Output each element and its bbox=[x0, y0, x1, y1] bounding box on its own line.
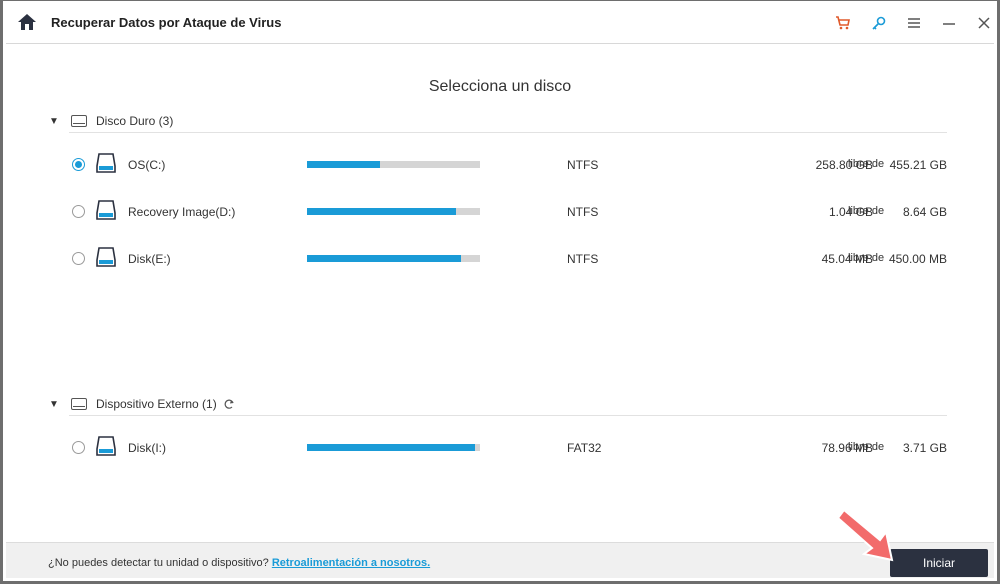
free-of-label: libre de bbox=[848, 205, 885, 217]
disk-radio[interactable] bbox=[72, 205, 85, 218]
disk-row[interactable]: OS(C:) NTFS 258.80 GB libre de 455.21 GB bbox=[69, 147, 947, 183]
disk-row[interactable]: Recovery Image(D:) NTFS 1.04 GB libre de 8.6… bbox=[69, 194, 947, 230]
refresh-icon[interactable] bbox=[223, 398, 235, 410]
total-space: 3.71 GB bbox=[902, 441, 947, 455]
free-space: 78.96 MB bbox=[821, 441, 873, 455]
free-space: 258.80 GB bbox=[815, 158, 873, 172]
usage-bar bbox=[307, 444, 480, 451]
footer-question: ¿No puedes detectar tu unidad o disposit… bbox=[48, 557, 269, 569]
hard-disk-icon bbox=[71, 398, 87, 410]
disk-row[interactable]: Disk(I:) FAT32 78.96 MB libre de 3.71 GB bbox=[69, 430, 947, 466]
free-of-label: libre de bbox=[848, 158, 885, 170]
usage-bar bbox=[307, 208, 480, 215]
menu-icon[interactable] bbox=[903, 12, 925, 34]
usage-bar-fill bbox=[307, 161, 380, 168]
total-space: 450.00 MB bbox=[888, 252, 947, 266]
total-space: 455.21 GB bbox=[889, 158, 947, 172]
free-of-label: libre de bbox=[848, 441, 885, 453]
free-space: 45.04 MB bbox=[821, 252, 873, 266]
file-system: NTFS bbox=[567, 158, 599, 172]
divider bbox=[69, 415, 947, 416]
title-bar: Recuperar Datos por Ataque de Virus bbox=[6, 2, 994, 44]
free-space: 1.04 GB bbox=[828, 205, 873, 219]
start-button[interactable]: Iniciar bbox=[890, 549, 988, 577]
minimize-icon[interactable] bbox=[938, 12, 960, 34]
drive-icon bbox=[96, 247, 116, 267]
disk-name: OS(C:) bbox=[128, 158, 166, 172]
cart-icon[interactable] bbox=[832, 12, 854, 34]
disk-radio[interactable] bbox=[72, 252, 85, 265]
app-title: Recuperar Datos por Ataque de Virus bbox=[51, 15, 282, 30]
disk-row[interactable]: Disk(E:) NTFS 45.04 MB libre de 450.00 MB bbox=[69, 241, 947, 277]
file-system: FAT32 bbox=[567, 441, 602, 455]
disk-radio[interactable] bbox=[72, 158, 85, 171]
chevron-down-icon[interactable]: ▼ bbox=[49, 398, 59, 410]
group-header-hard-disk[interactable]: ▼ Disco Duro (3) bbox=[49, 111, 173, 131]
group-header-external[interactable]: ▼ Dispositivo Externo (1) bbox=[49, 394, 235, 414]
disk-name: Recovery Image(D:) bbox=[128, 205, 236, 219]
home-icon[interactable] bbox=[16, 12, 38, 32]
usage-bar-fill bbox=[307, 255, 461, 262]
usage-bar-fill bbox=[307, 444, 475, 451]
hard-disk-icon bbox=[71, 115, 87, 127]
usage-bar-fill bbox=[307, 208, 456, 215]
footer-help: ¿No puedes detectar tu unidad o disposit… bbox=[48, 557, 430, 569]
drive-icon bbox=[96, 436, 116, 456]
feedback-link[interactable]: Retroalimentación a nosotros. bbox=[271, 557, 431, 569]
annotation-arrow-icon bbox=[836, 508, 894, 562]
usage-bar bbox=[307, 255, 480, 262]
disk-name: Disk(I:) bbox=[128, 441, 166, 455]
usage-bar bbox=[307, 161, 480, 168]
disk-name: Disk(E:) bbox=[128, 252, 171, 266]
file-system: NTFS bbox=[567, 252, 599, 266]
key-icon[interactable] bbox=[868, 12, 890, 34]
free-of-label: libre de bbox=[848, 252, 885, 264]
group-label: Disco Duro (3) bbox=[96, 114, 174, 128]
close-icon[interactable] bbox=[973, 12, 995, 34]
chevron-down-icon[interactable]: ▼ bbox=[49, 115, 59, 127]
divider bbox=[69, 132, 947, 133]
group-label: Dispositivo Externo (1) bbox=[96, 397, 217, 411]
drive-icon bbox=[96, 200, 116, 220]
file-system: NTFS bbox=[567, 205, 599, 219]
page-title: Selecciona un disco bbox=[428, 78, 572, 95]
drive-icon bbox=[96, 153, 116, 173]
disk-radio[interactable] bbox=[72, 441, 85, 454]
footer-bar: ¿No puedes detectar tu unidad o disposit… bbox=[6, 542, 994, 578]
total-space: 8.64 GB bbox=[902, 205, 947, 219]
